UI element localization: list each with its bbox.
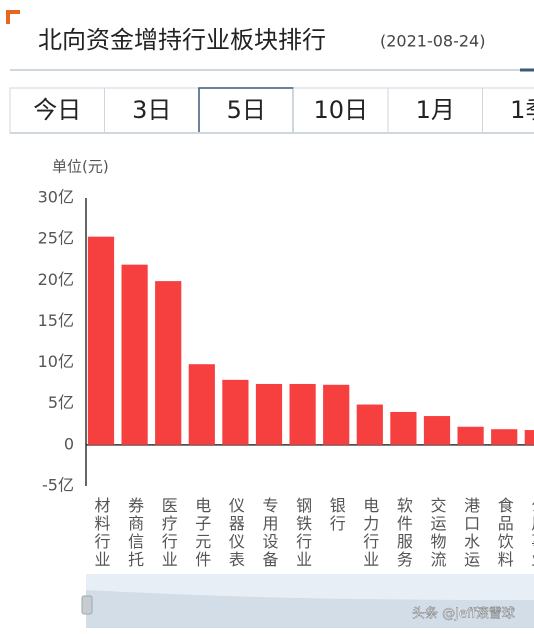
bar	[289, 383, 316, 445]
x-tick-label: 仪器仪表	[226, 497, 245, 569]
y-unit-label: 单位(元)	[52, 158, 109, 176]
x-tick-label: 电力行业	[360, 497, 379, 569]
x-tick-label: 券商信托	[125, 497, 144, 569]
y-tick-label: 5亿	[48, 393, 74, 412]
y-tick-label: 25亿	[38, 229, 74, 248]
bar	[457, 426, 484, 445]
tab-label: 1季	[510, 96, 534, 124]
x-tick-label: 食品饮料	[495, 497, 514, 569]
x-tick-label: 电子元件	[192, 497, 211, 569]
y-tick-label: 15亿	[38, 311, 74, 330]
tab-label: 10日	[313, 96, 368, 124]
bar	[222, 379, 249, 445]
tab[interactable]	[482, 87, 534, 134]
bar	[188, 364, 215, 445]
bar	[356, 404, 383, 445]
x-tick-label: 港口水运	[461, 497, 480, 569]
chart-subtitle: (2021-08-24)	[380, 32, 485, 51]
bar	[87, 236, 115, 445]
y-tick-label: 10亿	[38, 352, 74, 371]
x-tick-label: 交运物流	[428, 497, 447, 569]
bar	[491, 429, 518, 445]
x-tick-label: 软件服务	[394, 497, 413, 569]
tab-label: 今日	[33, 96, 81, 124]
bar	[323, 384, 350, 445]
tab[interactable]	[387, 87, 483, 134]
corner-mark	[6, 10, 20, 24]
bar	[390, 411, 417, 445]
tab-label: 1月	[416, 96, 455, 124]
x-tick-label: 银行	[327, 497, 346, 533]
bar	[121, 264, 148, 445]
tab[interactable]	[9, 87, 105, 134]
x-tick-label: 医疗行业	[159, 497, 178, 569]
slider-handle[interactable]	[81, 595, 93, 615]
x-tick-label: 材料行业	[92, 497, 111, 569]
x-tick-label: 专用设备	[260, 497, 279, 569]
y-tick-label: 20亿	[38, 270, 74, 289]
watermark: 头条 @Jeff滚雪球	[412, 606, 515, 622]
bar	[155, 281, 182, 445]
chart-title: 北向资金增持行业板块排行	[38, 26, 326, 54]
tab-label: 3日	[132, 96, 171, 124]
bar	[255, 383, 283, 445]
tab-label: 5日	[227, 96, 266, 124]
x-tick-label: 钢铁行业	[293, 497, 312, 569]
x-tick-label: 公用事业	[528, 497, 534, 569]
bar	[524, 430, 534, 445]
slider-preview	[86, 590, 534, 628]
y-tick-label: 30亿	[38, 188, 74, 207]
tab[interactable]	[104, 87, 200, 134]
tab[interactable]	[198, 87, 295, 134]
y-tick-label: 0	[64, 434, 74, 453]
y-tick-label: -5亿	[42, 476, 74, 495]
bar	[423, 416, 451, 445]
